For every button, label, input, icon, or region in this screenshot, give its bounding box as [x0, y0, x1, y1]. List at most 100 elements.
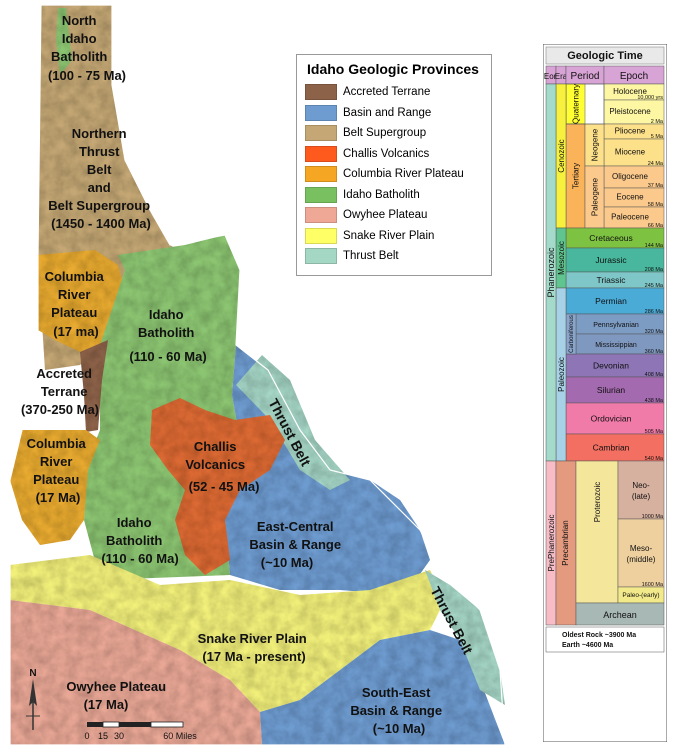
legend-item: Belt Supergroup [305, 123, 483, 144]
gt-epoch-age: 66 Ma [648, 223, 664, 229]
legend-item: Owyhee Plateau [305, 205, 483, 226]
gt-period-age: 540 Ma [645, 456, 664, 462]
legend-item: Idaho Batholith [305, 185, 483, 206]
accreted-terrane-region [80, 340, 108, 432]
gt-epoch-label: Pleistocene [609, 107, 651, 116]
gt-footer [545, 626, 665, 653]
gt-period [565, 247, 665, 273]
gt-epoch-label: Pliocene [615, 127, 646, 136]
gt-period [565, 402, 665, 435]
legend-label: Idaho Batholith [343, 188, 420, 201]
legend-swatch [305, 248, 337, 265]
legend-label: Snake River Plain [343, 229, 435, 242]
legend-item: Challis Volcanics [305, 144, 483, 165]
scale-tick-15: 15 [98, 731, 108, 741]
gt-meso-label: Meso- [630, 544, 653, 553]
gt-period-label: Mississippian [595, 342, 637, 349]
legend-item: Snake River Plain [305, 226, 483, 247]
gt-precambrian-age: 1600 Ma [642, 582, 664, 588]
gt-proterozoic [575, 460, 619, 604]
gt-header-label: Era [555, 72, 568, 81]
gt-period-age: 320 Ma [645, 329, 664, 335]
gt-footer-earth-age: Earth ~4600 Ma [562, 642, 613, 649]
gt-eon-label: PrePhanerozoic [547, 515, 556, 572]
gt-header-label: Eon [544, 72, 558, 81]
gt-eon-label: Phanerozoic [546, 247, 556, 298]
gt-period-age: 245 Ma [645, 283, 664, 289]
gt-period-label: Silurian [597, 385, 626, 395]
legend-item: Columbia River Plateau [305, 164, 483, 185]
gt-period [565, 433, 665, 462]
gt-neoproterozoic [617, 460, 665, 520]
gt-period-label: Permian [595, 296, 627, 306]
challis-volcanics-region [150, 398, 285, 575]
gt-subperiod-label: Paleogene [591, 177, 600, 216]
gt-proterozoic-label: Proterozoic [593, 482, 602, 522]
gt-period-age: 208 Ma [645, 267, 664, 273]
gt-epoch-age: 5 Ma [651, 134, 664, 140]
gt-era-label: Precambrian [561, 520, 570, 565]
gt-period-label: Jurassic [595, 255, 627, 265]
province-legend: Idaho Geologic Provinces Accreted Terran… [296, 54, 492, 276]
gt-period-label: Pennsylvanian [593, 322, 639, 329]
scale-tick-30: 30 [114, 731, 124, 741]
gt-epoch-age: 10,000 yrs [637, 95, 663, 101]
thrust-belt-upper-region [236, 355, 350, 490]
label-idaho-batholith-south: Idaho Batholith (110 - 60 Ma) [101, 515, 178, 566]
owyhee-plateau-region [10, 600, 262, 745]
label-columbia-plateau-north: Columbia River Plateau (17 ma) [45, 269, 108, 339]
gt-archean [575, 602, 665, 626]
gt-mesoproterozoic [617, 518, 665, 588]
scale-tick-60: 60 Miles [163, 731, 197, 741]
legend-item: Thrust Belt [305, 246, 483, 267]
gt-paleo-label: Paleo-(early) [622, 592, 659, 599]
label-owyhee-plateau: Owyhee Plateau (17 Ma) [66, 679, 169, 712]
label-east-central-basin-range: East-Central Basin & Range (~10 Ma) [249, 519, 344, 570]
thrust-belt-lower-region [425, 570, 505, 705]
gt-period-age: 144 Ma [645, 243, 664, 249]
snake-river-plain-region [10, 555, 445, 712]
label-columbia-plateau-south: Columbia River Plateau (17 Ma) [27, 436, 90, 505]
north-idaho-batholith-region [56, 8, 72, 75]
gt-precambrian-age: 1000 Ma [642, 514, 664, 520]
legend-label: Basin and Range [343, 106, 432, 119]
gt-period-age: 505 Ma [645, 429, 664, 435]
label-accreted-terrane: Accreted Terrane (370-250 Ma) [21, 366, 99, 417]
gt-epoch-label: Paleocene [611, 213, 649, 222]
gt-period-age: 438 Ma [645, 398, 664, 404]
gt-period-age: 360 Ma [645, 349, 664, 355]
gt-epoch-age: 24 Ma [648, 161, 664, 167]
gt-subperiod-label: Neogene [591, 128, 600, 161]
gt-epoch-age: 58 Ma [648, 202, 664, 208]
gt-era-label: Cenozoic [557, 139, 566, 172]
idaho-outline [9, 4, 506, 746]
columbia-plateau-north-region [38, 250, 125, 352]
legend-swatch [305, 166, 337, 183]
gt-period-label: Cambrian [593, 443, 630, 453]
label-challis-volcanics: Challis Volcanics (52 - 45 Ma) [185, 439, 259, 494]
gt-era-label: Mesozoic [557, 241, 566, 275]
label-southeast-basin-range: South-East Basin & Range (~10 Ma) [350, 685, 445, 736]
legend-swatch [305, 145, 337, 162]
gt-epoch-age: 2 Ma [651, 119, 664, 125]
gt-archean-label: Archean [603, 610, 637, 620]
idaho-geologic-map: North Idaho Batholith (100 - 75 Ma) Nort… [9, 4, 506, 746]
gt-period-label: Tertiary [572, 163, 581, 189]
label-north-idaho-batholith: North Idaho Batholith (100 - 75 Ma) [48, 13, 126, 83]
gt-epoch-label: Eocene [616, 193, 644, 202]
gt-epoch-label: Miocene [615, 148, 646, 157]
label-idaho-batholith-north: Idaho Batholith (110 - 60 Ma) [129, 307, 206, 364]
legend-swatch [305, 186, 337, 203]
gt-period-age: 408 Ma [645, 372, 664, 378]
label-snake-river-plain: Snake River Plain (17 Ma - present) [198, 631, 311, 664]
legend-swatch [305, 227, 337, 244]
gt-epoch-label: Oligocene [612, 172, 649, 181]
columbia-plateau-south-region [10, 430, 100, 545]
legend-swatch [305, 207, 337, 224]
legend-label: Thrust Belt [343, 250, 399, 263]
scale-tick-0: 0 [84, 731, 89, 741]
north-arrow-icon: N [26, 668, 40, 730]
gt-period-label: Triassic [597, 275, 627, 285]
legend-item: Accreted Terrane [305, 82, 483, 103]
legend-title: Idaho Geologic Provinces [307, 61, 479, 77]
